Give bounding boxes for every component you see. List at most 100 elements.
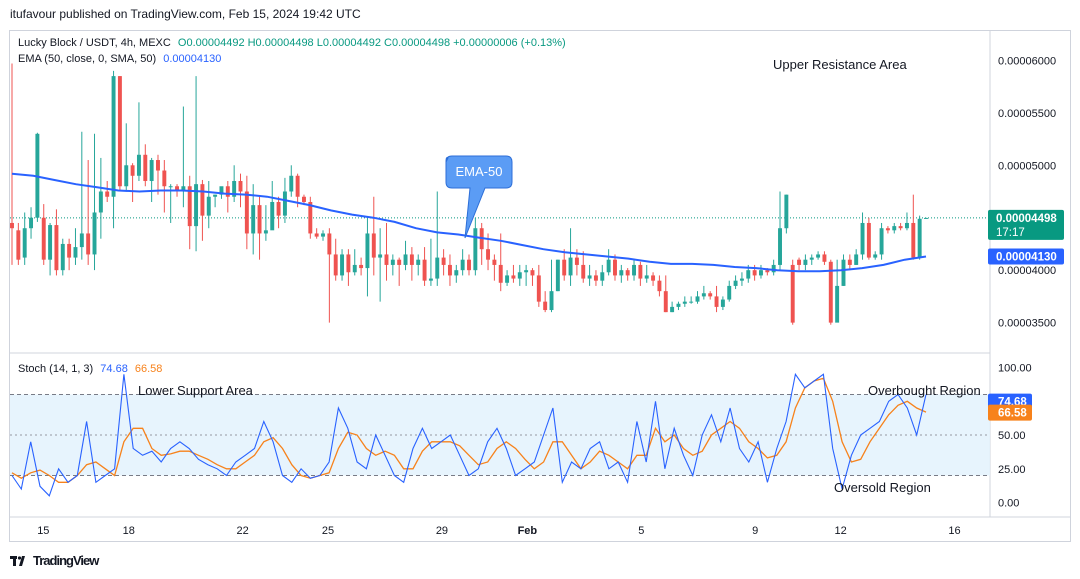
candle-body [327, 233, 332, 255]
candle-body [92, 212, 97, 255]
candle-body [733, 280, 738, 286]
candle-body [428, 278, 433, 281]
candle-body [524, 270, 529, 273]
stoch-d-line [11, 377, 927, 483]
candle-body [568, 257, 573, 276]
price-axis-ticks: 0.000060000.000055000.000050000.00004500… [998, 55, 1056, 329]
candle-body [898, 226, 903, 229]
stoch-tick-label: 100.00 [998, 363, 1032, 375]
stoch-tick-label: 25.00 [998, 464, 1026, 476]
candle-body [441, 257, 446, 265]
ema-legend: EMA (50, close, 0, SMA, 50) 0.00004130 [18, 53, 221, 65]
stoch-tick-label: 50.00 [998, 430, 1026, 442]
footer: TradingView [10, 553, 99, 568]
candle-body [156, 160, 160, 171]
candle-body [73, 247, 78, 258]
price-tick-label: 0.00003500 [998, 318, 1056, 330]
candle-body [346, 254, 351, 273]
candle-body [492, 259, 497, 265]
candle-body [219, 186, 224, 195]
candle-body [257, 205, 262, 234]
candle-body [765, 270, 770, 273]
time-tick-label: 22 [237, 525, 249, 537]
candle-body [359, 264, 364, 269]
candle-body [892, 226, 897, 231]
candle-body [397, 259, 402, 265]
candle-body [314, 233, 319, 237]
candle-body [232, 181, 237, 197]
candle-body [206, 196, 211, 216]
price-tick-label: 0.00005500 [998, 108, 1056, 120]
candle-body [695, 296, 700, 302]
candle-body [435, 257, 440, 279]
candle-body [555, 259, 560, 292]
symbol-legend: Lucky Block / USDT, 4h, MEXC O0.00004492… [18, 37, 566, 49]
candle-body [473, 228, 478, 271]
candle-body [263, 230, 268, 234]
chart-border [9, 30, 1071, 542]
candle-body [809, 257, 814, 260]
candle-body [593, 275, 598, 281]
candle-body [816, 254, 821, 258]
candle-body [365, 233, 370, 269]
candle-body [295, 175, 300, 197]
candle-body [790, 264, 795, 323]
oversold-label: Oversold Region [834, 480, 931, 495]
candle-body [270, 201, 275, 231]
candle-body [866, 222, 871, 258]
publisher-line: itufavour published on TradingView.com, … [10, 7, 361, 21]
candle-body [384, 254, 389, 265]
candle-body [854, 254, 859, 265]
candle-body [321, 233, 325, 237]
tradingview-brand: TradingView [33, 553, 99, 568]
candle-body [682, 301, 687, 304]
candle-body [168, 186, 173, 188]
stoch-k-line [11, 372, 927, 497]
lower-support-label: Lower Support Area [138, 383, 254, 398]
candle-body [22, 228, 27, 258]
candle-body [194, 184, 199, 227]
candle-body [200, 184, 205, 216]
time-tick-label: 18 [123, 525, 135, 537]
time-tick-label: 16 [948, 525, 960, 537]
candle-body [676, 303, 681, 307]
candle-body [416, 259, 421, 265]
candle-body [657, 280, 662, 292]
candle-body [282, 191, 287, 216]
candle-body [187, 186, 192, 227]
candle-body [835, 285, 840, 323]
candle-body [308, 201, 313, 234]
candle-body [276, 201, 281, 216]
candle-body [587, 275, 592, 279]
candle-body [460, 259, 465, 271]
candle-body [390, 259, 395, 265]
ema-callout-label: EMA-50 [456, 164, 503, 179]
candle-body [727, 285, 732, 300]
stoch-d-badge-value: 66.58 [998, 408, 1027, 420]
candle-body [625, 270, 630, 276]
ema-50-line [11, 172, 927, 273]
candle-body [29, 217, 34, 229]
stoch-legend: Stoch (14, 1, 3) 74.68 66.58 [18, 363, 162, 375]
candle-body [105, 191, 110, 197]
candle-body [67, 243, 72, 258]
candle-body [505, 275, 510, 283]
candle-body [828, 261, 833, 323]
candle-body [117, 76, 122, 187]
candle-body [606, 259, 611, 273]
time-tick-label: 5 [638, 525, 644, 537]
candle-body [536, 275, 541, 302]
candle-body [54, 225, 59, 271]
candle-body [238, 181, 243, 192]
candle-body [778, 228, 782, 265]
last-price-value: 0.00004498 [996, 213, 1057, 225]
candle-body [752, 270, 757, 276]
time-tick-label: 15 [37, 525, 49, 537]
last-price-badge: 0.00004498 17:17 [988, 209, 1064, 240]
candle-body [244, 191, 249, 234]
candle-body [143, 154, 148, 182]
candle-body [784, 194, 789, 229]
candle-body [175, 186, 179, 192]
